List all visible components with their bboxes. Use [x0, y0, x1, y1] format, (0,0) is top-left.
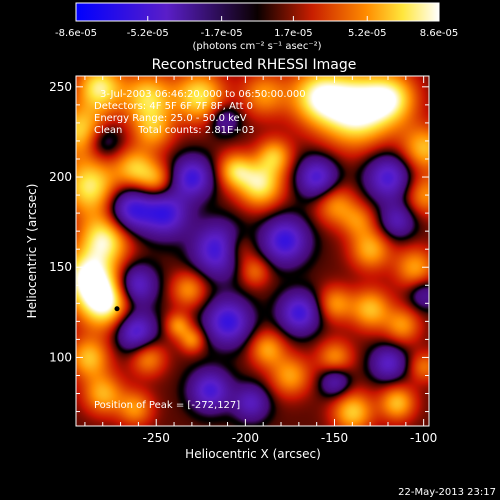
plot-frame — [75, 75, 430, 427]
y-axis-label: Heliocentric Y (arcsec) — [25, 184, 39, 319]
heatmap-image — [76, 76, 429, 426]
colorbar-ticks: -8.6e-05 -5.2e-05 -1.7e-05 1.7e-05 5.2e-05 8.… — [55, 16, 458, 39]
annotation-clean-counts: Clean Total counts: 2.81E+03 — [94, 125, 254, 136]
colorbar-tick-label: 5.2e-05 — [348, 28, 386, 39]
x-tick-label: -100 — [410, 431, 437, 445]
y-tick-label: 200 — [49, 170, 72, 184]
peak-marker — [114, 306, 120, 312]
y-axis-ticks: 100 150 200 250 — [49, 80, 429, 413]
annotation-detectors: Detectors: 4F 5F 6F 7F 8F, Att 0 — [94, 101, 253, 112]
x-tick-label: -150 — [321, 431, 348, 445]
x-tick-label: -200 — [232, 431, 259, 445]
y-tick-label: 100 — [49, 350, 72, 364]
footer-timestamp: 22-May-2013 23:17 — [398, 487, 496, 498]
peak-position-label: Position of Peak = [-272,127] — [94, 400, 240, 411]
colorbar — [75, 2, 440, 22]
annotation-block: 3-Jul-2003 06:46:20.000 to 06:50:00.000 … — [94, 89, 306, 136]
annotation-energy-range: Energy Range: 25.0 - 50.0 keV — [94, 113, 247, 124]
colorbar-tick-label: -8.6e-05 — [55, 28, 97, 39]
x-axis-ticks: -250 -200 -150 -100 — [84, 76, 437, 445]
colorbar-tick-label: 1.7e-05 — [274, 28, 312, 39]
colorbar-tick-label: -1.7e-05 — [201, 28, 243, 39]
colorbar-tick-label: 8.6e-05 — [420, 28, 458, 39]
chart-title: Reconstructed RHESSI Image — [152, 57, 357, 73]
y-tick-label: 150 — [49, 260, 72, 274]
annotation-time-range: 3-Jul-2003 06:46:20.000 to 06:50:00.000 — [100, 89, 306, 100]
x-axis-label: Heliocentric X (arcsec) — [185, 447, 321, 461]
colorbar-tick-label: -5.2e-05 — [127, 28, 169, 39]
y-tick-label: 250 — [49, 80, 72, 94]
x-tick-label: -250 — [143, 431, 170, 445]
colorbar-unit-label: (photons cm⁻² s⁻¹ asec⁻²) — [192, 41, 321, 52]
heatmap-raster — [76, 76, 429, 426]
